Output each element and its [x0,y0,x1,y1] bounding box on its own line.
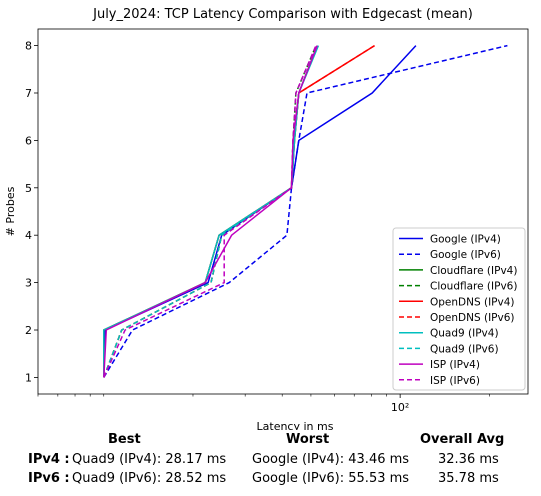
latency-chart: July_2024: TCP Latency Comparison with E… [4,7,529,430]
legend-label-9: ISP (IPv6) [430,375,480,387]
y-tick-label-2: 2 [25,324,32,337]
legend-label-4: OpenDNS (IPv4) [430,296,515,308]
summary-worst-ipv6: Google (IPv6): 55.53 ms [252,471,410,486]
x-axis-label: Latency in ms [257,420,334,430]
summary-avg-ipv6: 35.78 ms [438,471,499,486]
legend-label-2: Cloudflare (IPv4) [430,265,517,277]
legend-label-5: OpenDNS (IPv6) [430,312,515,324]
summary-worst-ipv4: Google (IPv4): 43.46 ms [252,452,410,467]
y-tick-label-3: 3 [25,277,32,290]
series-line-4 [103,44,375,378]
summary-avg-ipv4: 32.36 ms [438,452,499,467]
y-tick-label-7: 7 [25,87,32,100]
summary-row-label-ipv4: IPv4 : [28,452,70,467]
summary-header-worst: Worst [286,432,330,447]
series-line-3 [103,45,317,378]
y-tick-label-1: 1 [25,371,32,384]
summary-best-ipv4: Quad9 (IPv4): 28.17 ms [72,452,227,467]
y-tick-label-8: 8 [25,40,32,53]
y-tick-label-4: 4 [25,229,32,242]
plot-frame [37,28,529,395]
summary-row-label-ipv6: IPv6 : [28,471,70,486]
series-line-1 [103,44,508,378]
y-tick-label-5: 5 [25,182,32,195]
series-line-0 [103,45,417,378]
chart-title: July_2024: TCP Latency Comparison with E… [92,7,473,22]
legend-label-7: Quad9 (IPv6) [430,343,499,355]
y-tick-label-6: 6 [25,134,32,147]
series-line-9 [103,45,317,378]
summary-header-best: Best [108,432,141,447]
summary-header-avg: Overall Avg [420,432,505,447]
legend-label-8: ISP (IPv4) [430,359,480,371]
legend-box [392,227,526,391]
series-line-5 [103,44,375,378]
series-line-8 [103,45,318,378]
legend-label-1: Google (IPv6) [430,249,501,261]
x-tick-label-100: 10² [391,401,409,414]
legend-label-6: Quad9 (IPv4) [430,328,499,340]
y-axis-label: # Probes [4,186,17,236]
summary-best-ipv6: Quad9 (IPv6): 28.52 ms [72,471,227,486]
legend-label-0: Google (IPv4) [430,234,501,246]
legend-label-3: Cloudflare (IPv6) [430,281,517,293]
